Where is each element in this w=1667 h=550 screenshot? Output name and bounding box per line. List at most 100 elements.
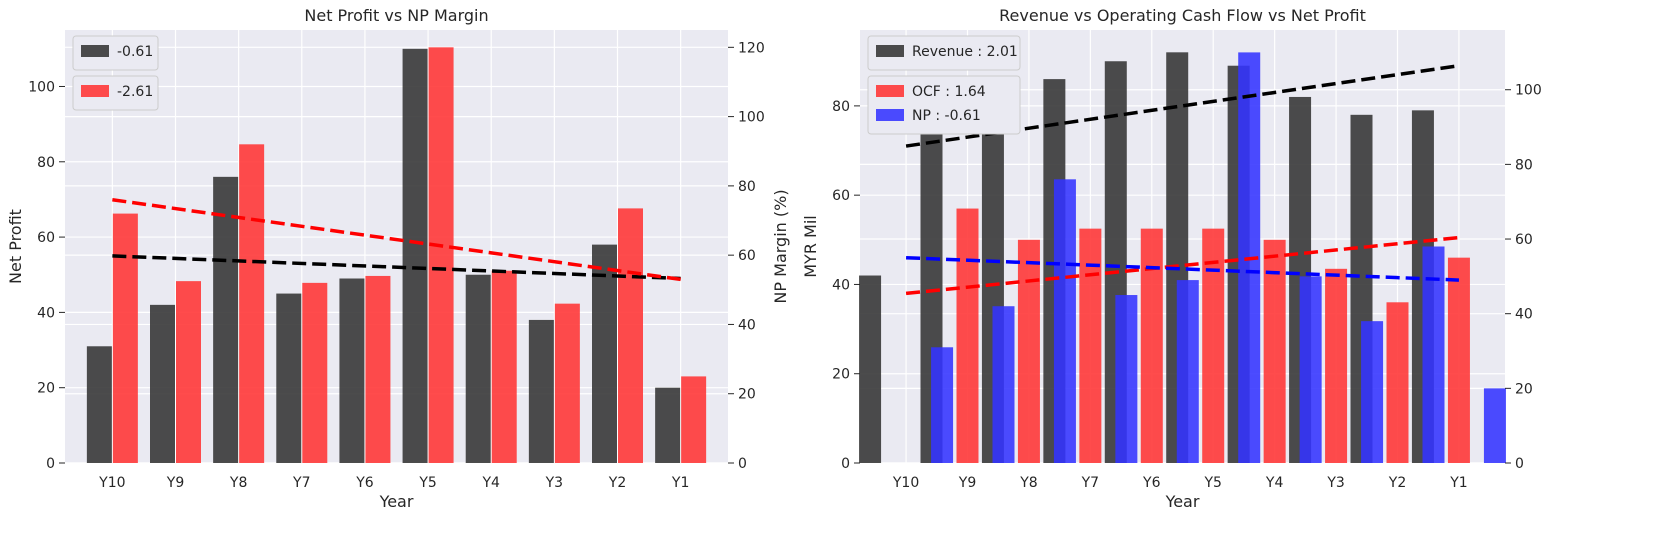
chart-2: 0 20 40 60 80 0 20 40 60 80 100 Y10 Y9 Y8 Y7 Y6 Y5 Y4 Y3 Y2… bbox=[801, 6, 1542, 511]
x-tick-label: Y7 bbox=[1081, 475, 1099, 491]
y2-tick-label: 60 bbox=[738, 248, 756, 264]
bar bbox=[302, 282, 328, 463]
bar bbox=[1386, 302, 1409, 463]
bar bbox=[1202, 228, 1225, 463]
y2-tick-label: 100 bbox=[738, 110, 765, 126]
series-3 bbox=[931, 52, 1506, 464]
x-tick-label: Y6 bbox=[355, 475, 374, 491]
chart-1: 0 20 40 60 80 100 0 20 40 60 80 100 120 Y10 Y9 Y8 Y7 Y6 Y5… bbox=[6, 6, 790, 511]
x-tick-label: Y3 bbox=[1326, 475, 1344, 491]
y2-tick-label: 60 bbox=[1515, 232, 1533, 248]
y2-tick-label: 120 bbox=[738, 40, 765, 56]
legend-swatch bbox=[876, 85, 904, 97]
series-2 bbox=[956, 208, 1470, 463]
y-tick-label: 0 bbox=[46, 456, 55, 472]
legend-label: OCF : 1.64 bbox=[912, 84, 986, 100]
bar bbox=[1299, 276, 1322, 463]
bar bbox=[213, 176, 239, 463]
trendline bbox=[906, 255, 1459, 282]
bar bbox=[859, 275, 882, 463]
bar bbox=[86, 346, 112, 463]
y-axis-label: MYR Mil bbox=[801, 215, 820, 277]
trendline bbox=[112, 254, 681, 281]
bar bbox=[176, 281, 201, 463]
x-tick-label: Y2 bbox=[608, 475, 626, 491]
y2-tick-label: 100 bbox=[1515, 83, 1542, 99]
legend-label: -0.61 bbox=[117, 44, 153, 60]
legend-swatch bbox=[876, 45, 904, 57]
bar bbox=[465, 274, 491, 463]
bar bbox=[1053, 179, 1076, 463]
bar bbox=[276, 293, 302, 463]
bar bbox=[992, 306, 1015, 463]
bar bbox=[618, 208, 643, 463]
legend-label: NP : -0.61 bbox=[912, 108, 981, 124]
y2-tick-label: 80 bbox=[738, 179, 756, 195]
bar bbox=[239, 144, 265, 463]
chart-title: Net Profit vs NP Margin bbox=[304, 6, 488, 25]
y-tick-label: 40 bbox=[37, 305, 55, 321]
x-axis-label: Year bbox=[379, 492, 414, 511]
bar bbox=[339, 278, 365, 463]
x-tick-label: Y8 bbox=[229, 475, 247, 491]
y-tick-label: 80 bbox=[37, 155, 55, 171]
legend-box bbox=[867, 35, 1021, 71]
y-tick-label: 80 bbox=[832, 99, 850, 115]
trendline bbox=[905, 235, 1460, 296]
x-tick-label: Y1 bbox=[671, 475, 689, 491]
series-1 bbox=[86, 48, 681, 464]
x-tick-label: Y10 bbox=[98, 475, 125, 491]
y-tick-label: 20 bbox=[37, 381, 55, 397]
x-axis-label: Year bbox=[1165, 492, 1200, 511]
bar bbox=[681, 376, 707, 463]
y-tick-label: 0 bbox=[841, 456, 850, 472]
x-tick-label: Y9 bbox=[166, 475, 184, 491]
bar bbox=[402, 48, 428, 464]
legend: OCF : 1.64 NP : -0.61 bbox=[867, 75, 1021, 135]
trendline bbox=[112, 198, 681, 282]
y2-tick-label: 0 bbox=[738, 456, 747, 472]
x-tick-label: Y2 bbox=[1388, 475, 1406, 491]
bar bbox=[1140, 228, 1163, 463]
y-tick-label: 60 bbox=[832, 188, 850, 204]
bar bbox=[528, 319, 554, 463]
bar bbox=[1325, 268, 1348, 463]
bar bbox=[1483, 388, 1506, 463]
x-tick-label: Y10 bbox=[892, 475, 919, 491]
bar bbox=[1079, 228, 1102, 463]
bar bbox=[931, 347, 954, 463]
legend-label: -2.61 bbox=[117, 84, 153, 100]
y2-tick-label: 80 bbox=[1515, 157, 1533, 173]
bar bbox=[428, 47, 454, 463]
bar bbox=[150, 304, 175, 463]
x-tick-label: Y1 bbox=[1449, 475, 1467, 491]
y2-tick-label: 0 bbox=[1515, 456, 1524, 472]
bar bbox=[1361, 321, 1384, 463]
legend-box bbox=[867, 75, 1021, 135]
y-tick-label: 40 bbox=[832, 277, 850, 293]
y2-tick-label: 40 bbox=[738, 317, 756, 333]
y2-tick-label: 20 bbox=[738, 387, 756, 403]
bar bbox=[491, 270, 517, 463]
chart-title: Revenue vs Operating Cash Flow vs Net Pr… bbox=[999, 6, 1366, 25]
y-tick-label: 100 bbox=[28, 79, 55, 95]
bar bbox=[1017, 239, 1040, 463]
bar bbox=[1176, 280, 1199, 463]
legend-swatch bbox=[81, 45, 109, 57]
x-tick-label: Y6 bbox=[1142, 475, 1161, 491]
y2-axis-label: NP Margin (%) bbox=[771, 189, 790, 303]
legend-swatch bbox=[81, 85, 109, 97]
bar bbox=[1263, 239, 1286, 463]
x-tick-label: Y3 bbox=[545, 475, 563, 491]
legend-box bbox=[72, 35, 159, 71]
x-tick-label: Y9 bbox=[958, 475, 976, 491]
y-axis-label: Net Profit bbox=[6, 209, 25, 284]
x-tick-label: Y8 bbox=[1019, 475, 1037, 491]
bar bbox=[365, 275, 391, 463]
legend: -0.61 bbox=[72, 35, 159, 71]
bar bbox=[592, 244, 617, 463]
x-tick-label: Y5 bbox=[1203, 475, 1221, 491]
bar bbox=[112, 213, 138, 463]
y2-tick-label: 20 bbox=[1515, 381, 1533, 397]
